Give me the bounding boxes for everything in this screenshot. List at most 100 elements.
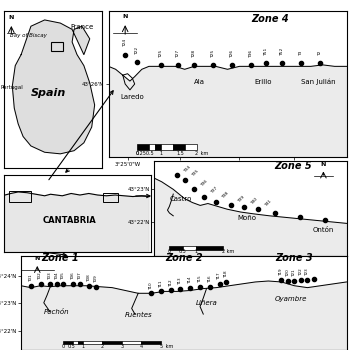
Text: T41: T41 xyxy=(264,199,272,207)
Text: km: km xyxy=(164,344,174,349)
Polygon shape xyxy=(108,65,346,158)
Point xyxy=(182,177,188,183)
Point xyxy=(191,62,197,68)
Bar xyxy=(173,144,185,150)
Point xyxy=(192,187,197,192)
Point xyxy=(304,277,310,283)
Bar xyxy=(63,341,73,344)
Text: Zone 3: Zone 3 xyxy=(275,253,313,263)
Point xyxy=(168,288,174,293)
Text: T17: T17 xyxy=(218,272,222,280)
Point xyxy=(148,290,154,296)
Point xyxy=(248,62,254,68)
Text: T21: T21 xyxy=(292,270,296,277)
Text: T11: T11 xyxy=(159,280,163,288)
Point xyxy=(134,59,140,65)
Point xyxy=(178,286,183,291)
Text: 1: 1 xyxy=(81,344,84,349)
Point xyxy=(197,284,203,289)
Text: 4: 4 xyxy=(140,344,143,349)
Text: 3: 3 xyxy=(120,344,124,349)
Text: km: km xyxy=(225,248,234,254)
Text: T09: T09 xyxy=(94,275,98,283)
Text: CANTABRIA: CANTABRIA xyxy=(43,216,97,225)
Text: T24: T24 xyxy=(123,39,127,47)
Bar xyxy=(183,246,196,250)
Point xyxy=(93,284,99,289)
Point xyxy=(311,276,317,282)
Point xyxy=(299,61,304,66)
Point xyxy=(213,199,218,204)
Bar xyxy=(161,144,173,150)
Bar xyxy=(102,341,122,344)
Point xyxy=(174,173,180,178)
Text: 1: 1 xyxy=(195,248,198,254)
Text: T51: T51 xyxy=(264,48,268,56)
Text: Moño: Moño xyxy=(237,215,256,220)
Text: Castro: Castro xyxy=(170,196,192,202)
Point xyxy=(38,281,43,287)
Text: 1.5: 1.5 xyxy=(176,150,184,155)
Point xyxy=(201,194,207,200)
Text: T40: T40 xyxy=(250,197,259,205)
Text: France: France xyxy=(70,25,93,30)
Text: San Julián: San Julián xyxy=(301,78,335,85)
Text: N: N xyxy=(122,14,128,19)
Text: Zone 4: Zone 4 xyxy=(252,14,289,24)
Bar xyxy=(149,144,155,150)
Point xyxy=(122,52,128,57)
Text: T04: T04 xyxy=(55,272,59,280)
Text: T27: T27 xyxy=(175,49,180,57)
Point xyxy=(298,277,304,283)
Text: Erillo: Erillo xyxy=(254,79,272,85)
Point xyxy=(70,281,76,287)
Bar xyxy=(196,246,223,250)
Point xyxy=(223,279,229,285)
Text: T22: T22 xyxy=(299,268,303,276)
Text: T13: T13 xyxy=(178,277,182,285)
Text: T01: T01 xyxy=(29,274,33,282)
Point xyxy=(285,278,291,284)
Text: 0.5: 0.5 xyxy=(68,344,75,349)
Text: T52: T52 xyxy=(280,48,284,56)
Point xyxy=(158,289,164,294)
Text: T07: T07 xyxy=(78,272,82,280)
Text: Zone 1: Zone 1 xyxy=(41,253,79,263)
Text: 0: 0 xyxy=(135,150,139,155)
Text: Zone 2: Zone 2 xyxy=(165,253,203,263)
Text: T22: T22 xyxy=(135,47,139,55)
Text: 1: 1 xyxy=(159,150,162,155)
Bar xyxy=(185,144,197,150)
Point xyxy=(279,61,285,66)
Point xyxy=(230,62,235,68)
Point xyxy=(255,206,261,212)
Text: T16: T16 xyxy=(208,275,212,283)
Text: 2: 2 xyxy=(101,344,104,349)
Text: Oyambre: Oyambre xyxy=(275,296,307,302)
Point xyxy=(188,285,193,290)
Text: Bay of Biscay: Bay of Biscay xyxy=(9,33,47,38)
Text: T34: T34 xyxy=(183,165,191,173)
Text: T05: T05 xyxy=(61,272,65,280)
Text: T08: T08 xyxy=(88,274,91,282)
Bar xyxy=(141,341,161,344)
Text: 2: 2 xyxy=(222,248,225,254)
Text: Zone 5: Zone 5 xyxy=(274,161,312,170)
Point xyxy=(292,278,297,284)
Text: T10: T10 xyxy=(149,282,153,289)
Text: N: N xyxy=(321,162,326,167)
Text: T20: T20 xyxy=(286,270,290,277)
Text: Spain: Spain xyxy=(31,88,66,98)
Text: Laredo: Laredo xyxy=(120,94,144,100)
Point xyxy=(217,281,222,287)
Point xyxy=(54,281,60,287)
Polygon shape xyxy=(12,20,94,154)
Point xyxy=(48,281,53,287)
Point xyxy=(323,217,328,222)
Text: km: km xyxy=(199,150,208,155)
Point xyxy=(298,214,303,219)
Text: Pechón: Pechón xyxy=(44,309,70,315)
Point xyxy=(158,62,164,68)
Point xyxy=(210,62,216,68)
Text: Fuentes: Fuentes xyxy=(124,312,152,318)
